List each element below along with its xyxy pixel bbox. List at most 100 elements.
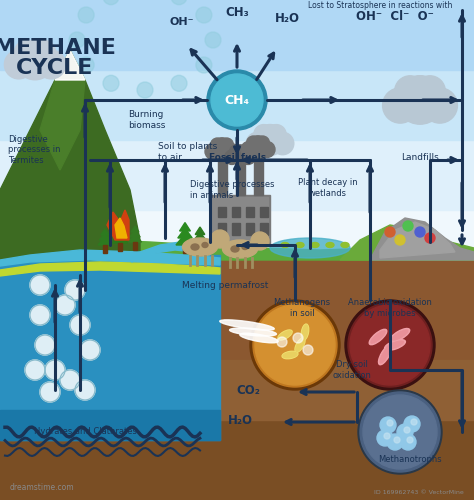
Text: CH₃: CH₃ [225,6,249,18]
Circle shape [422,88,457,123]
Circle shape [15,40,55,80]
Circle shape [403,221,413,231]
Circle shape [24,40,46,62]
Ellipse shape [379,346,392,364]
Circle shape [407,76,433,102]
Ellipse shape [229,328,276,336]
Circle shape [230,145,250,165]
Circle shape [207,70,267,130]
Circle shape [171,0,187,4]
Circle shape [395,235,405,245]
Bar [0,260,474,500]
Circle shape [348,303,432,387]
Circle shape [246,132,269,154]
Ellipse shape [301,324,309,340]
Polygon shape [128,234,142,242]
Polygon shape [98,237,112,245]
Circle shape [238,145,250,158]
Circle shape [241,150,255,164]
Circle shape [137,82,153,98]
Circle shape [396,76,444,124]
Circle shape [219,138,234,152]
Circle shape [30,305,50,325]
Circle shape [40,382,60,402]
Circle shape [397,424,413,440]
Circle shape [277,337,287,347]
Text: Burning
biomass: Burning biomass [128,110,165,130]
Ellipse shape [386,341,403,349]
Ellipse shape [296,339,304,351]
Circle shape [45,360,65,380]
Polygon shape [178,228,192,238]
Circle shape [251,232,269,250]
Circle shape [385,227,395,237]
Bar [133,242,137,250]
Circle shape [383,88,418,123]
Circle shape [272,132,294,154]
Bar [218,157,227,195]
Polygon shape [100,233,110,240]
Circle shape [70,315,90,335]
Polygon shape [101,229,109,235]
Circle shape [394,437,400,443]
Polygon shape [55,50,85,80]
Bar [246,223,254,235]
Circle shape [259,142,275,158]
Bar [218,223,226,235]
Ellipse shape [311,242,319,248]
Circle shape [37,50,65,79]
Circle shape [196,7,212,23]
Circle shape [250,300,340,390]
Text: OH⁻: OH⁻ [170,17,194,27]
Circle shape [350,305,430,385]
Polygon shape [115,218,127,238]
Bar [0,70,474,140]
Circle shape [103,0,119,4]
Circle shape [358,390,442,474]
Circle shape [380,417,396,433]
Bar [0,410,220,440]
Circle shape [25,360,45,380]
Circle shape [196,57,212,73]
Bar [260,223,268,235]
Ellipse shape [295,338,305,352]
Polygon shape [193,232,206,241]
Text: OH⁻  Cl⁻  O⁻: OH⁻ Cl⁻ O⁻ [356,10,434,24]
Circle shape [247,136,269,158]
Text: Hydrates and Clathrates: Hydrates and Clathrates [34,428,137,436]
Polygon shape [195,227,205,234]
Circle shape [415,227,425,237]
Text: Lost to Stratosphere in reactions with: Lost to Stratosphere in reactions with [308,0,452,10]
Bar [212,197,268,245]
Circle shape [210,138,225,152]
Polygon shape [40,80,85,170]
Circle shape [65,280,85,300]
Circle shape [363,395,437,469]
Text: CH₄: CH₄ [225,94,249,106]
Text: Digestive processes
in animals: Digestive processes in animals [190,180,274,200]
Circle shape [229,145,242,158]
Polygon shape [107,210,129,240]
Text: H₂O: H₂O [228,414,253,426]
Circle shape [425,233,435,243]
Bar [183,245,187,253]
Circle shape [252,136,264,148]
Circle shape [262,124,278,142]
Bar [0,0,474,70]
Circle shape [400,434,416,450]
Bar [118,243,122,251]
Ellipse shape [240,333,278,343]
Text: Soil to plants
to air: Soil to plants to air [158,142,217,162]
Circle shape [254,124,273,144]
Polygon shape [116,226,125,232]
Circle shape [205,144,221,160]
Circle shape [211,74,263,126]
Ellipse shape [278,330,292,340]
Bar [198,247,202,255]
Text: Melting permafrost: Melting permafrost [182,280,268,289]
Bar [103,245,107,253]
Circle shape [225,150,239,164]
Circle shape [80,340,100,360]
Circle shape [78,57,94,73]
Bar [254,155,263,195]
